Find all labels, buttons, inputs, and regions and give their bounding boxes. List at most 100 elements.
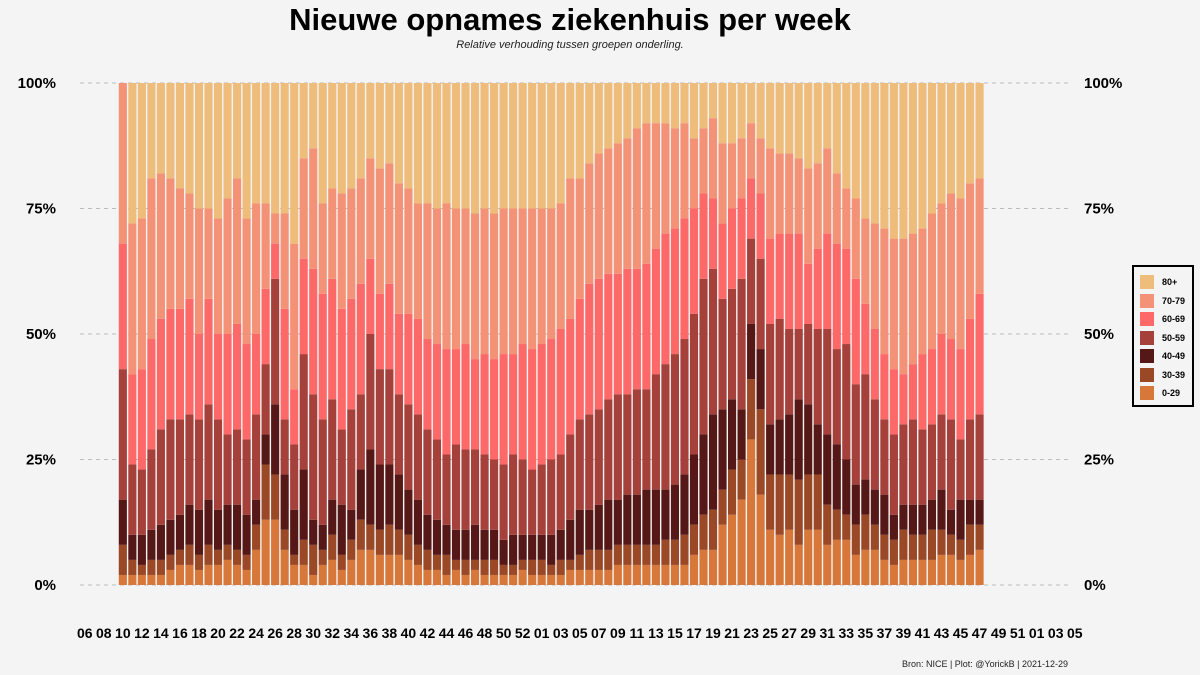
bar-segment-50-59 [756, 258, 765, 350]
bar-segment-0-29 [851, 554, 860, 585]
bar-segment-60-69 [451, 349, 461, 445]
bar-segment-80+ [147, 83, 156, 179]
bar-segment-60-69 [299, 258, 308, 355]
bar-segment-0-29 [965, 554, 975, 585]
bar-segment-40-49 [870, 489, 879, 525]
bar-segment-40-49 [566, 519, 575, 560]
bar-segment-70-79 [632, 128, 641, 269]
bar-segment-0-29 [185, 564, 194, 585]
bar-segment-70-79 [252, 203, 261, 334]
bar-segment-0-29 [480, 574, 489, 585]
bar-segment-60-69 [156, 318, 165, 430]
bar-segment-80+ [271, 83, 280, 214]
bar-segment-60-69 [461, 344, 470, 450]
bar-segment-60-69 [166, 308, 175, 420]
bar-segment-30-39 [861, 514, 870, 550]
bar-segment-80+ [261, 83, 270, 204]
bar-segment-70-79 [299, 158, 308, 259]
bar-segment-0-29 [147, 574, 156, 585]
bar-segment-50-59 [623, 394, 632, 495]
bar-segment-80+ [632, 83, 641, 129]
bar-segment-80+ [861, 83, 870, 219]
bar-segment-40-49 [328, 499, 337, 535]
bar-segment-50-59 [775, 318, 784, 420]
x-tick-label: 52 [515, 625, 531, 641]
bar-segment-0-29 [137, 574, 146, 585]
bar-segment-70-79 [670, 128, 680, 229]
bar-segment-50-59 [147, 449, 156, 530]
x-tick-label: 35 [858, 625, 874, 641]
bar-segment-70-79 [737, 138, 746, 199]
bar-segment-50-59 [385, 369, 394, 465]
bar-segment-60-69 [518, 344, 527, 460]
bar-segment-30-39 [766, 474, 775, 530]
bar-segment-70-79 [137, 218, 146, 370]
x-tick-label: 47 [972, 625, 988, 641]
bar-segment-80+ [252, 83, 261, 204]
bar-segment-70-79 [785, 153, 794, 234]
bar-segment-0-29 [499, 574, 508, 585]
bar-segment-40-49 [451, 529, 461, 560]
bar-segment-30-39 [280, 529, 289, 550]
bar-segment-60-69 [356, 283, 365, 395]
legend-item-0-29: 0-29 [1140, 384, 1192, 403]
bar-segment-30-39 [956, 539, 965, 560]
bar-segment-30-39 [556, 559, 565, 575]
bar-segment-60-69 [851, 278, 860, 385]
bar-segment-60-69 [594, 278, 603, 410]
bar-segment-60-69 [442, 349, 451, 455]
bar-segment-80+ [366, 83, 375, 159]
bar-segment-80+ [813, 83, 822, 164]
bar-segment-0-29 [728, 514, 737, 585]
bar-segment-60-69 [747, 178, 756, 239]
bar-segment-80+ [756, 83, 765, 139]
bar-segment-60-69 [137, 369, 146, 470]
bar-segment-50-59 [670, 354, 680, 485]
bar-segment-0-29 [547, 574, 556, 585]
bar-segment-70-79 [680, 123, 689, 219]
bar-segment-50-59 [290, 444, 299, 510]
bar-segment-60-69 [575, 298, 584, 420]
bar-segment-70-79 [204, 208, 213, 299]
bar-segment-80+ [661, 83, 670, 124]
bar-segment-40-49 [670, 484, 680, 540]
bar-segment-50-59 [613, 394, 622, 500]
bar-segment-0-29 [461, 574, 470, 585]
bar-segment-50-59 [699, 278, 708, 435]
bar-segment-60-69 [470, 359, 480, 450]
bar-segment-50-59 [442, 454, 451, 525]
bar-segment-50-59 [509, 454, 518, 535]
x-tick-label: 46 [458, 625, 474, 641]
bar-segment-70-79 [175, 188, 185, 309]
bar-segment-70-79 [651, 123, 660, 249]
bar-segment-70-79 [118, 83, 127, 244]
bar-segment-50-59 [566, 434, 575, 520]
bar-segment-40-49 [442, 524, 451, 555]
bar-segment-80+ [918, 83, 927, 229]
bar-segment-50-59 [785, 328, 794, 415]
bar-segment-70-79 [309, 148, 318, 269]
y-tick-label-right: 75% [1084, 201, 1114, 218]
bar-segment-30-39 [785, 474, 794, 530]
bar-segment-30-39 [975, 524, 984, 550]
bar-segment-40-49 [299, 469, 308, 540]
bar-segment-70-79 [185, 193, 194, 299]
bar-segment-60-69 [918, 354, 927, 430]
legend-item-50-59: 50-59 [1140, 329, 1192, 348]
bar-segment-50-59 [766, 323, 775, 425]
bar-segment-50-59 [137, 469, 146, 535]
bar-segment-80+ [775, 83, 784, 154]
bar-segment-0-29 [290, 564, 299, 585]
bar-segment-40-49 [242, 514, 251, 555]
bar-segment-30-39 [299, 539, 308, 565]
bar-segment-40-49 [775, 419, 784, 475]
bar-segment-80+ [528, 83, 537, 209]
bar-segment-70-79 [975, 178, 984, 294]
bar-segment-70-79 [261, 203, 270, 289]
bar-segment-30-39 [870, 524, 879, 550]
bar-segment-80+ [889, 83, 898, 239]
bar-segment-50-59 [842, 344, 851, 460]
bar-segment-40-49 [861, 479, 870, 515]
bar-segment-60-69 [651, 248, 660, 375]
bar-segment-40-49 [908, 504, 917, 535]
